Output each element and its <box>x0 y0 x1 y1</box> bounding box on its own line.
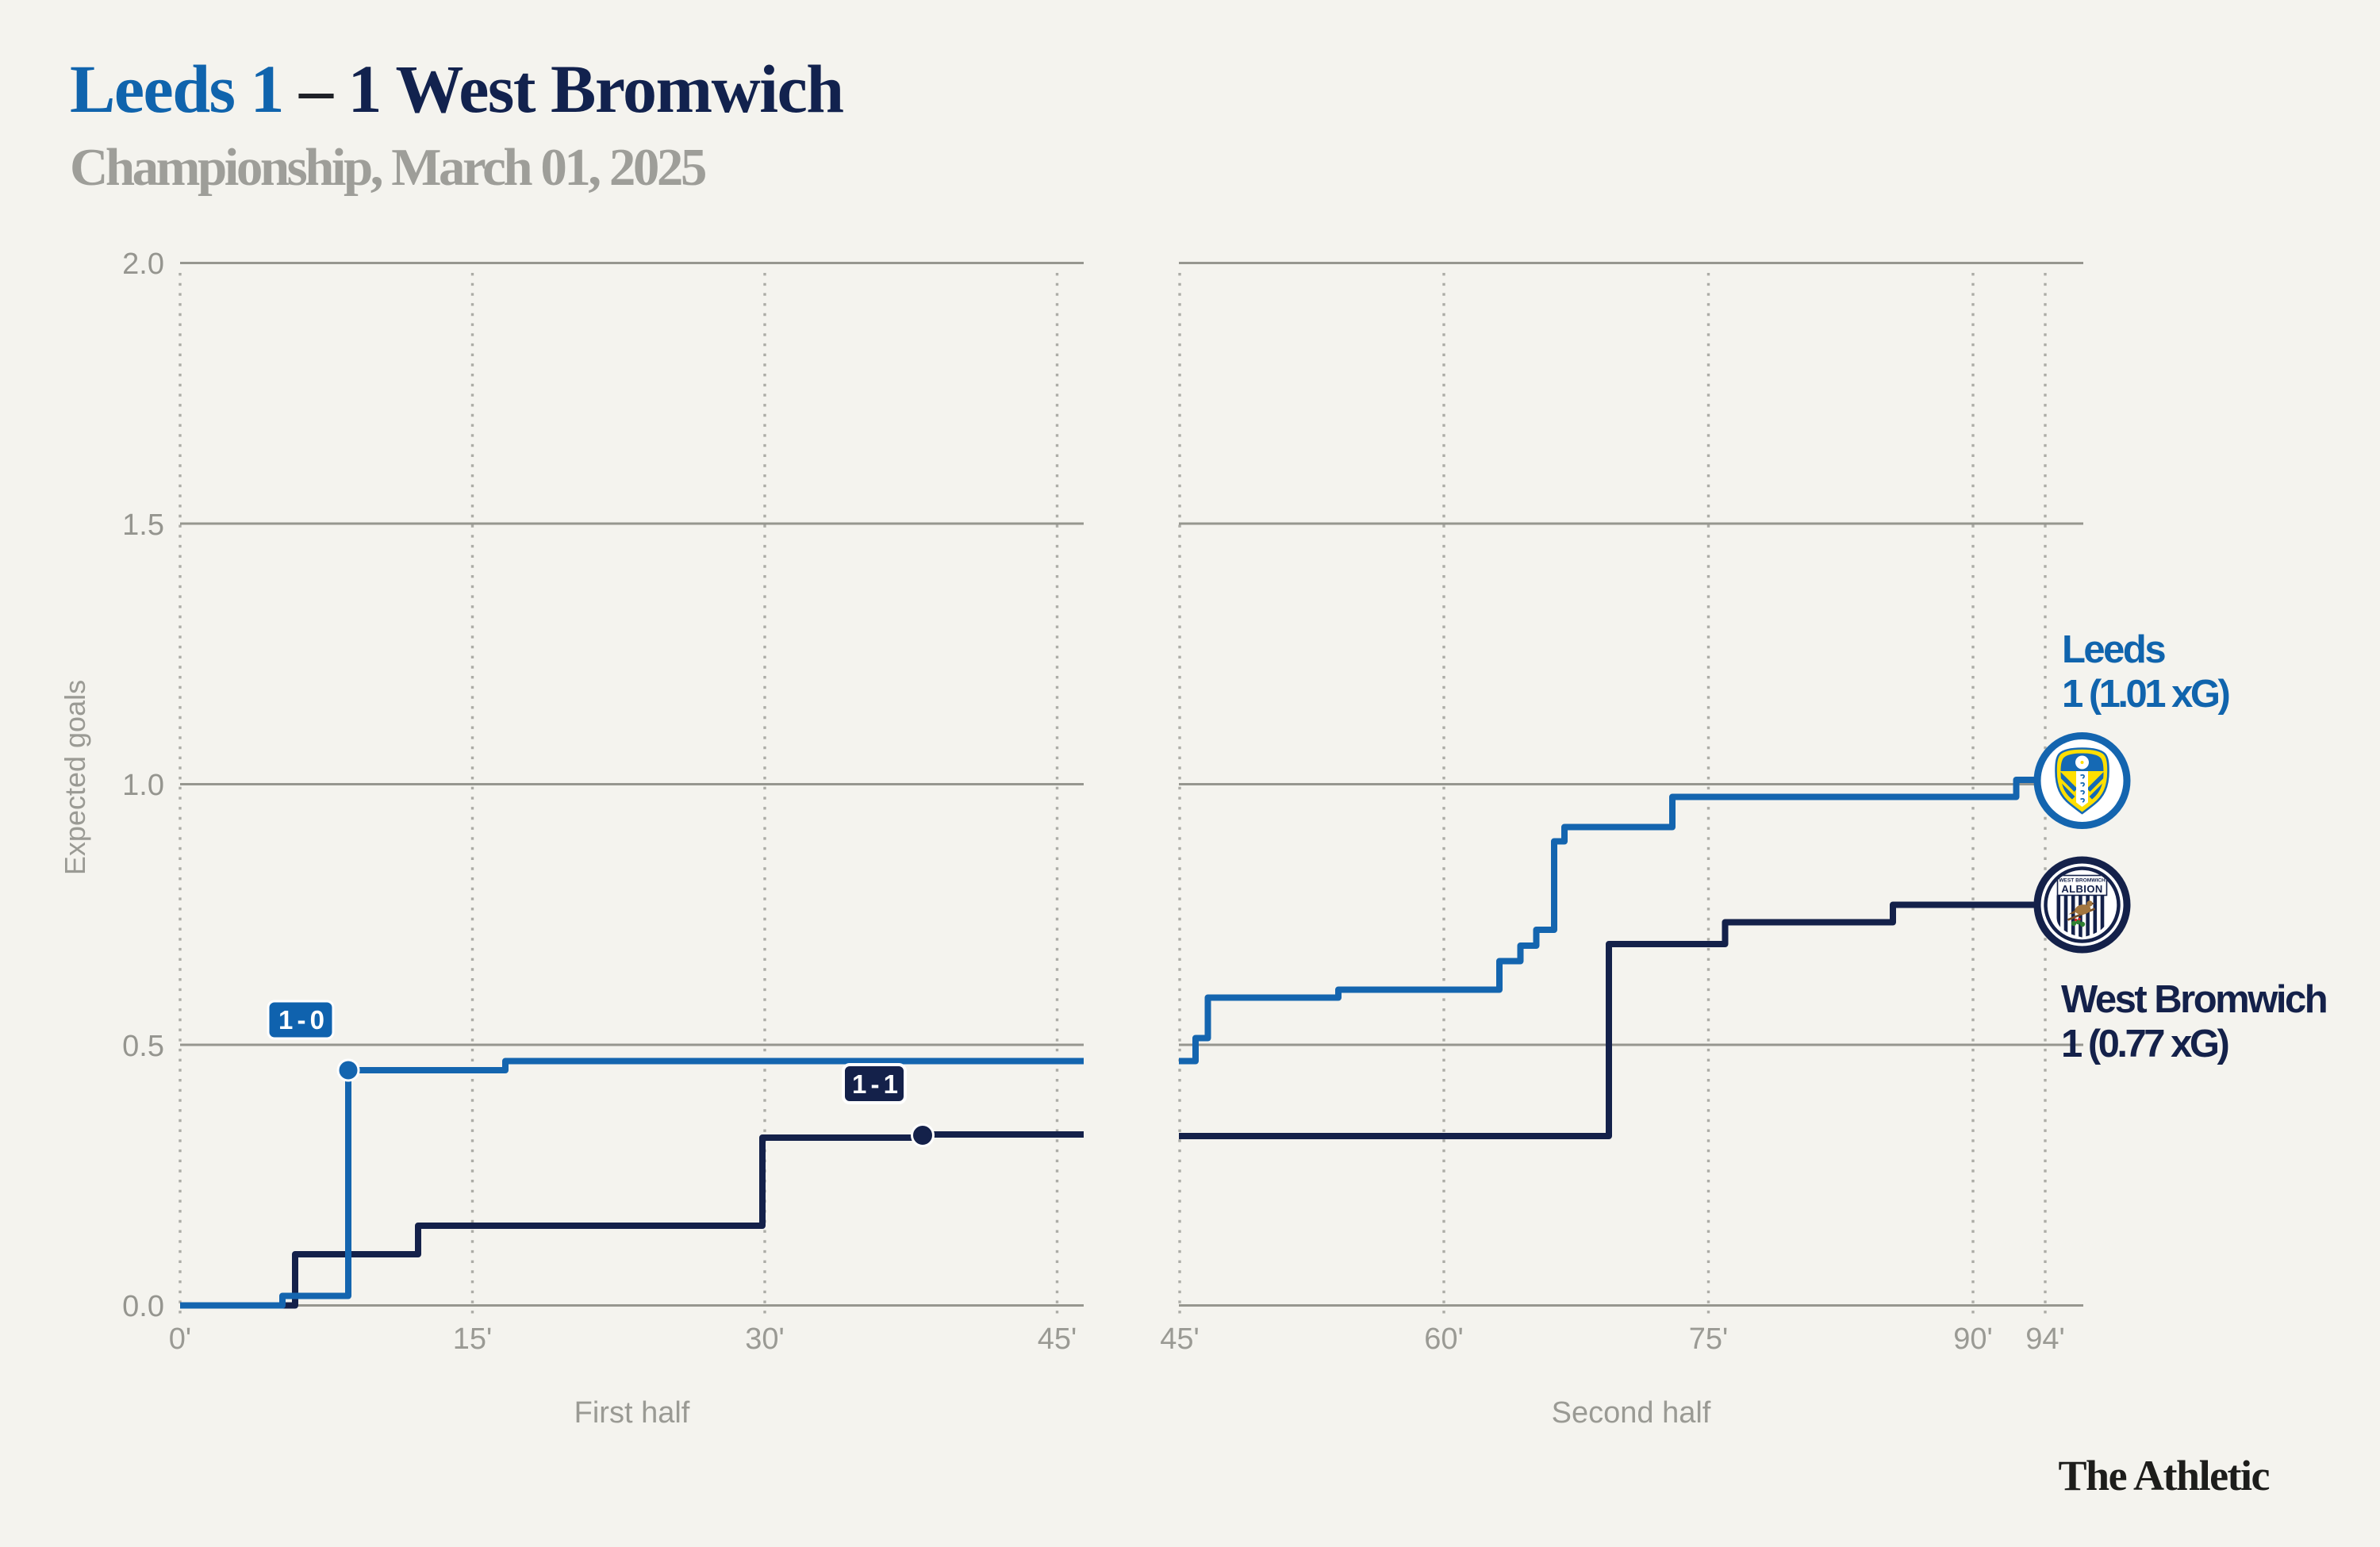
svg-text:0.0: 0.0 <box>122 1290 164 1323</box>
svg-text:75': 75' <box>1689 1322 1729 1356</box>
svg-text:1 - 1: 1 - 1 <box>852 1069 898 1099</box>
svg-text:First half: First half <box>574 1396 690 1430</box>
svg-text:Leeds 1 – 1 West Bromwich: Leeds 1 – 1 West Bromwich <box>70 51 843 127</box>
svg-text:1 (0.77 xG): 1 (0.77 xG) <box>2061 1023 2228 1065</box>
svg-text:2.0: 2.0 <box>122 248 164 281</box>
svg-text:0': 0' <box>169 1322 191 1356</box>
svg-text:WEST BROMWICH: WEST BROMWICH <box>2059 878 2106 884</box>
svg-text:1 - 0: 1 - 0 <box>278 1005 324 1035</box>
svg-text:90': 90' <box>1953 1322 1993 1356</box>
svg-text:1.0: 1.0 <box>122 769 164 802</box>
svg-text:1.5: 1.5 <box>122 509 164 542</box>
svg-text:45': 45' <box>1160 1322 1200 1356</box>
svg-text:1 (1.01 xG): 1 (1.01 xG) <box>2062 673 2229 716</box>
svg-text:Expected goals: Expected goals <box>59 680 91 875</box>
svg-text:Second half: Second half <box>1552 1396 1711 1430</box>
svg-text:ALBION: ALBION <box>2061 883 2102 895</box>
svg-text:The Athletic: The Athletic <box>2059 1452 2270 1499</box>
svg-text:Championship, March 01, 2025: Championship, March 01, 2025 <box>70 138 706 197</box>
svg-text:45': 45' <box>1038 1322 1077 1356</box>
svg-text:15': 15' <box>453 1322 493 1356</box>
svg-text:0.5: 0.5 <box>122 1030 164 1063</box>
svg-text:94': 94' <box>2025 1322 2065 1356</box>
svg-text:West Bromwich: West Bromwich <box>2061 978 2326 1021</box>
svg-text:60': 60' <box>1424 1322 1464 1356</box>
svg-text:Leeds: Leeds <box>2062 628 2165 671</box>
svg-text:30': 30' <box>745 1322 785 1356</box>
